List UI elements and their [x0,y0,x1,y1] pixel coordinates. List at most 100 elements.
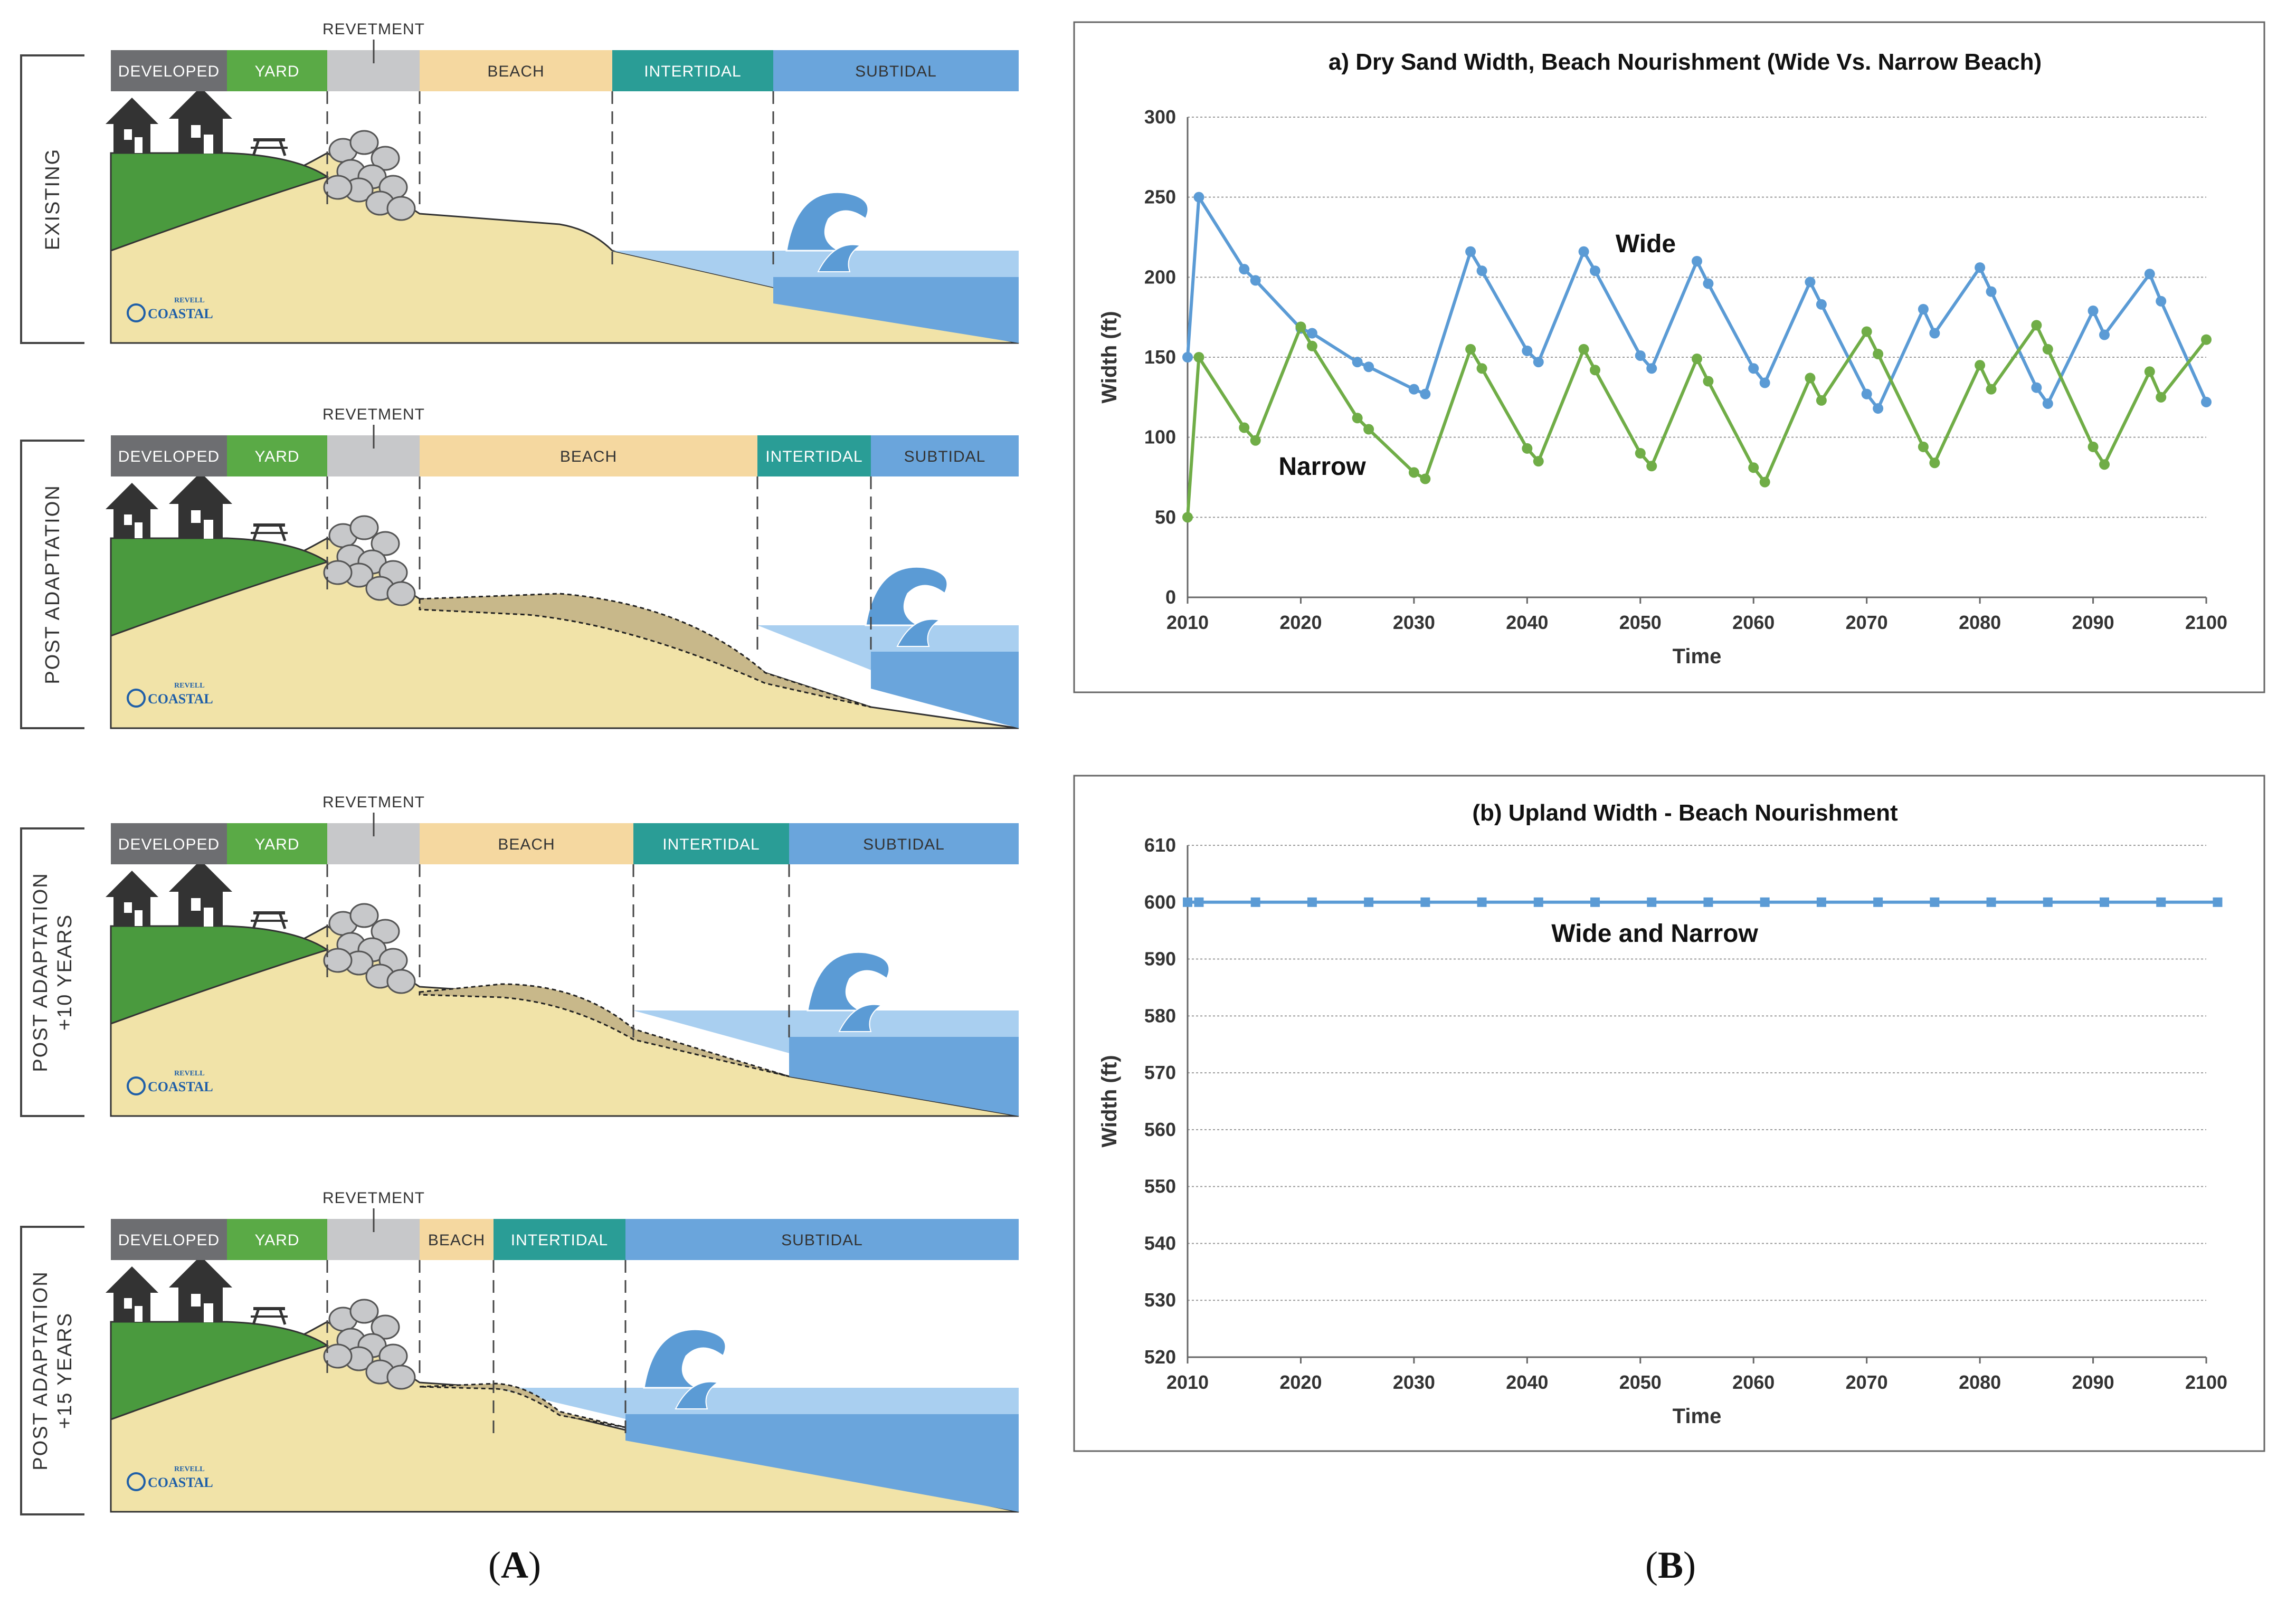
data-point [1986,897,1996,907]
deep-water [789,1037,1019,1116]
y-tick-label: 520 [1144,1346,1176,1368]
zone-band [612,50,773,91]
y-tick-label: 610 [1144,834,1176,856]
zone-band [227,50,327,91]
coastal-logo: COASTAL REVELL [127,1070,213,1095]
diagram-panel-1: EXISTING DEVELOPED YARD BEACH INTERTIDAL SUBT… [20,21,1019,344]
data-point [1239,264,1250,275]
data-point [1522,443,1533,454]
data-point [1646,461,1657,472]
wave-small [817,244,862,272]
x-tick-label: 2060 [1732,612,1775,633]
zone-label: INTERTIDAL [511,1232,608,1249]
y-tick-label: 580 [1144,1005,1176,1026]
data-point [1250,897,1260,907]
data-point [1182,512,1193,523]
data-point [1873,897,1883,907]
svg-text:REVELL: REVELL [174,297,205,304]
x-tick-label: 2010 [1166,1371,1209,1393]
data-point [1590,365,1600,376]
series-annotation: Wide and Narrow [1551,920,1758,948]
zone-label: INTERTIDAL [644,63,741,80]
data-point [1861,326,1872,337]
data-point [1533,456,1544,467]
data-point [1760,897,1770,907]
data-point [2042,398,2053,409]
picnic-table-icon [251,138,288,156]
x-tick-label: 2020 [1279,1371,1322,1393]
svg-text:COASTAL: COASTAL [148,1079,213,1094]
data-point [1703,376,1714,387]
zone-label: BEACH [428,1232,485,1249]
y-tick-label: 560 [1144,1119,1176,1140]
data-point [1477,897,1487,907]
house-icon [169,87,232,154]
revetment-label: REVETMENT [322,406,425,423]
zone-band [420,435,757,476]
data-point [1522,345,1533,356]
house-icon [106,98,158,153]
side-bracket [20,827,84,1117]
wave [643,1328,727,1389]
data-point [2031,382,2042,393]
x-tick-label: 2030 [1393,612,1435,633]
x-tick-label: 2050 [1619,612,1662,633]
revetment-rock [323,175,353,200]
zone-band [633,823,789,864]
dry-sand-width-chart: a) Dry Sand Width, Beach Nourishment (Wi… [1073,21,2265,693]
data-point [1420,897,1430,907]
data-point [1408,467,1419,478]
zone-label: DEVELOPED [118,836,220,853]
zone-label: SUBTIDAL [904,448,986,465]
data-point [2042,344,2053,355]
y-tick-label: 300 [1144,106,1176,128]
zone-band [420,823,633,864]
upland-grass [110,537,329,637]
x-tick-label: 2100 [2185,612,2227,633]
revetment-rock [349,903,379,928]
data-point [1861,388,1872,399]
series-annotation: Narrow [1278,453,1366,481]
revetment-rock [349,1299,379,1324]
revetment-rock [386,969,416,994]
revetment-rock [371,919,400,944]
coastal-logo: COASTAL REVELL [127,297,213,322]
x-axis-title: Time [1673,1405,1722,1428]
data-point [1590,897,1600,907]
x-tick-label: 2090 [2072,1371,2114,1393]
wave [785,191,869,252]
y-tick-label: 250 [1144,186,1176,208]
zone-band [789,823,1019,864]
x-tick-label: 2030 [1393,1371,1435,1393]
data-point [1635,350,1646,361]
data-point [1533,897,1543,907]
revetment-rock [371,1314,400,1340]
house-icon [169,860,232,927]
data-point [2144,366,2155,377]
x-tick-label: 2020 [1279,612,1322,633]
zone-band [494,1219,625,1260]
data-point [1692,256,1702,266]
data-point [1975,360,1986,371]
data-point [1816,897,1826,907]
revetment-rock [323,560,353,585]
zone-label: DEVELOPED [118,1232,220,1249]
data-point [1578,344,1589,355]
data-point [1692,354,1702,365]
nourishment-fill [419,593,871,708]
coastal-logo: COASTAL REVELL [127,1465,213,1491]
data-point [1250,275,1261,286]
data-point [1873,348,1884,359]
data-point [1748,462,1759,473]
data-point [1193,192,1204,203]
revetment-rock [349,515,379,540]
y-tick-label: 600 [1144,891,1176,913]
panel-side-label: EXISTING [42,148,64,250]
house-icon [169,1256,232,1322]
y-tick-label: 590 [1144,948,1176,970]
data-point [1816,395,1827,406]
zone-label: YARD [254,448,299,465]
zone-label: BEACH [498,836,555,853]
data-point [1703,897,1713,907]
